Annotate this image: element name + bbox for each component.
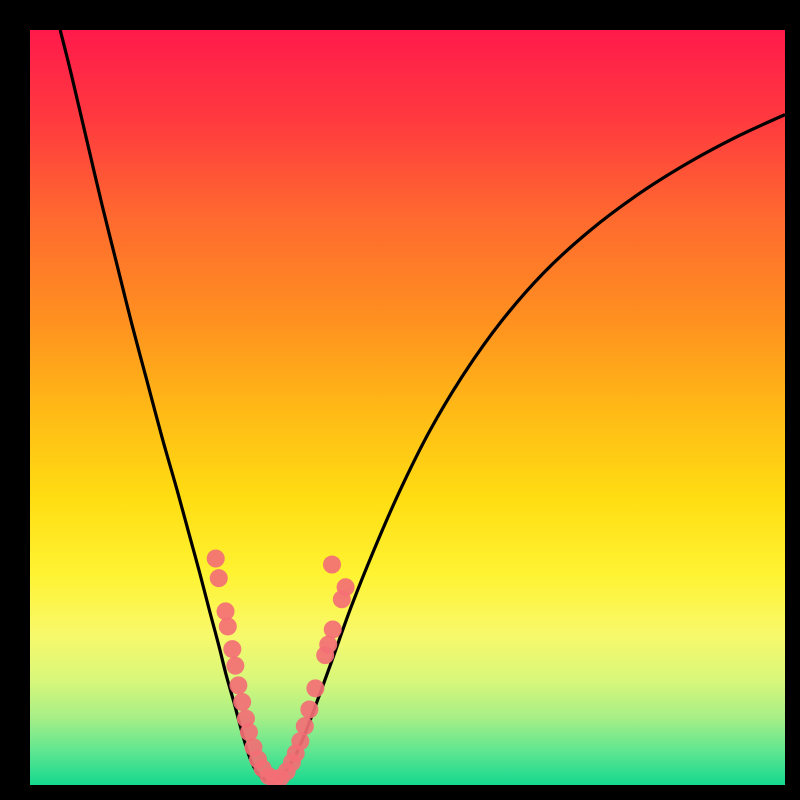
scatter-point [229,676,247,694]
scatter-point [324,620,342,638]
scatter-point [210,569,228,587]
scatter-point [219,617,237,635]
chart-stage: TheBottleneck.com [0,0,800,800]
scatter-point [296,717,314,735]
scatter-point [223,640,241,658]
bottleneck-chart [0,0,800,800]
scatter-point [300,701,318,719]
scatter-point [207,550,225,568]
scatter-point [323,556,341,574]
scatter-point [217,602,235,620]
scatter-point [233,693,251,711]
plot-background [30,30,785,785]
scatter-point [306,679,324,697]
scatter-point [226,657,244,675]
scatter-point [337,578,355,596]
